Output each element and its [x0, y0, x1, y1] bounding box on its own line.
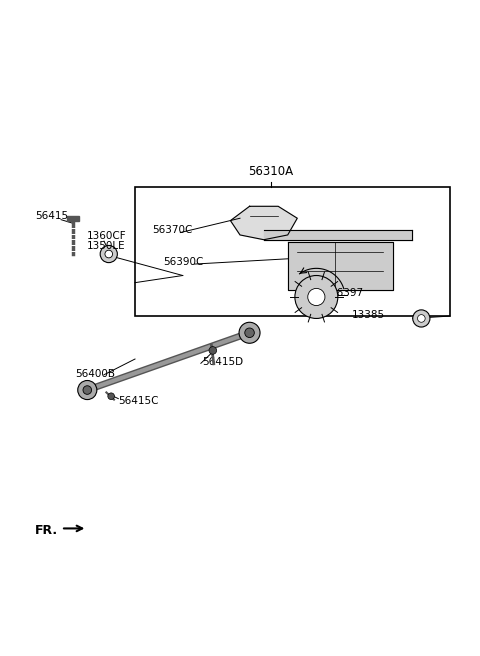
Circle shape	[245, 328, 254, 338]
Text: 56415C: 56415C	[118, 396, 159, 407]
Circle shape	[78, 380, 97, 400]
Text: 13385: 13385	[352, 310, 385, 320]
Text: FR.: FR.	[35, 524, 58, 537]
Circle shape	[418, 315, 425, 322]
Circle shape	[209, 346, 216, 354]
Circle shape	[295, 276, 338, 318]
Circle shape	[100, 245, 117, 262]
Circle shape	[308, 289, 325, 306]
Circle shape	[413, 310, 430, 327]
Polygon shape	[288, 242, 393, 290]
Circle shape	[105, 250, 113, 258]
Text: 1360CF: 1360CF	[87, 232, 127, 241]
Text: 56397: 56397	[331, 288, 364, 298]
Circle shape	[108, 393, 115, 400]
Text: 56310A: 56310A	[249, 165, 294, 178]
Polygon shape	[67, 216, 79, 220]
Circle shape	[83, 386, 92, 394]
Text: 56390C: 56390C	[164, 257, 204, 267]
Text: 56370C: 56370C	[152, 225, 192, 235]
Text: 56400B: 56400B	[75, 369, 115, 379]
Circle shape	[239, 322, 260, 343]
Text: 56415: 56415	[35, 211, 68, 221]
Text: 56415D: 56415D	[202, 358, 243, 367]
Text: 1350LE: 1350LE	[87, 241, 126, 251]
Polygon shape	[230, 206, 297, 239]
